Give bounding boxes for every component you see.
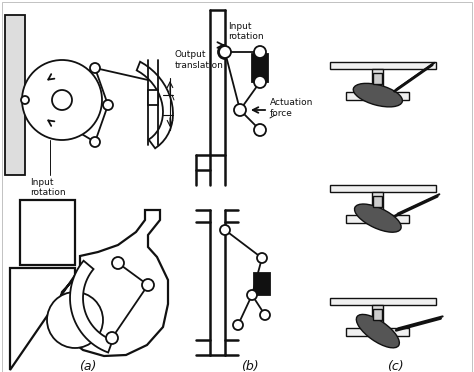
Text: Output
translation: Output translation: [175, 50, 224, 70]
Polygon shape: [330, 185, 436, 192]
Text: (a): (a): [79, 360, 97, 372]
Text: (b): (b): [241, 360, 259, 372]
Circle shape: [142, 279, 154, 291]
Circle shape: [234, 104, 246, 116]
Polygon shape: [70, 261, 113, 353]
Ellipse shape: [353, 83, 402, 107]
Polygon shape: [330, 62, 436, 69]
Circle shape: [219, 46, 231, 58]
Circle shape: [112, 257, 124, 269]
Bar: [372, 305, 383, 328]
Circle shape: [106, 332, 118, 344]
Circle shape: [254, 76, 266, 88]
Text: (c): (c): [387, 360, 403, 372]
Circle shape: [47, 292, 103, 348]
Bar: [5, 15, 25, 175]
Polygon shape: [137, 62, 173, 148]
Circle shape: [220, 225, 230, 235]
Bar: [373, 309, 383, 320]
Bar: [252, 54, 268, 82]
Circle shape: [254, 46, 266, 58]
Circle shape: [247, 290, 257, 300]
Bar: [148, 90, 158, 105]
Circle shape: [254, 124, 266, 136]
Polygon shape: [346, 328, 410, 336]
Circle shape: [21, 96, 29, 104]
Circle shape: [90, 63, 100, 73]
Circle shape: [90, 137, 100, 147]
Bar: [254, 273, 270, 295]
Bar: [372, 192, 383, 215]
Circle shape: [260, 310, 270, 320]
Circle shape: [257, 253, 267, 263]
Bar: [372, 69, 383, 92]
Circle shape: [233, 320, 243, 330]
Text: Input
rotation: Input rotation: [30, 178, 65, 198]
Polygon shape: [346, 92, 410, 100]
Circle shape: [103, 100, 113, 110]
Polygon shape: [330, 298, 436, 305]
Text: Actuation
force: Actuation force: [270, 98, 313, 118]
Bar: [373, 73, 383, 84]
Bar: [373, 196, 383, 207]
Bar: [20, 200, 75, 265]
Polygon shape: [346, 215, 410, 223]
Polygon shape: [10, 210, 168, 370]
Ellipse shape: [355, 204, 401, 232]
Circle shape: [22, 60, 102, 140]
Text: Input
rotation: Input rotation: [228, 22, 264, 41]
Ellipse shape: [356, 314, 400, 348]
Circle shape: [52, 90, 72, 110]
